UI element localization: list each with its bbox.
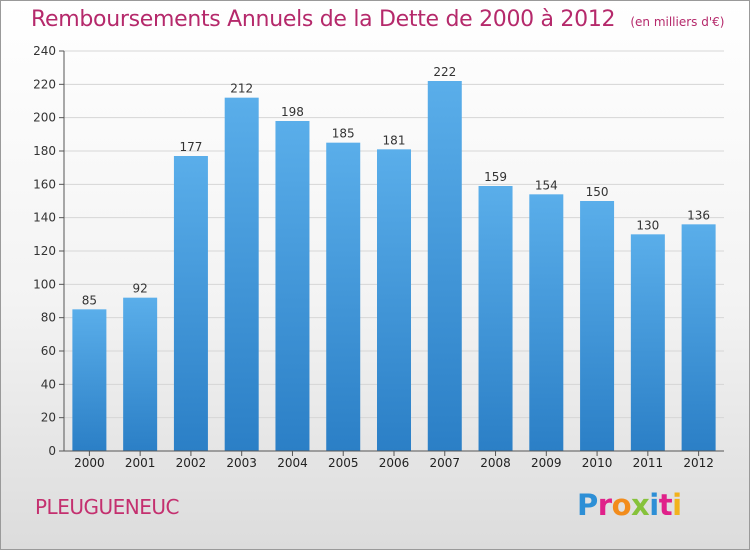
data-label-2006: 181: [383, 133, 406, 147]
x-tick-label-2003: 2003: [226, 456, 257, 470]
data-label-2000: 85: [82, 293, 97, 307]
y-tick-label: 80: [41, 311, 56, 325]
x-tick-label-2002: 2002: [176, 456, 207, 470]
x-tick-label-2005: 2005: [328, 456, 359, 470]
y-tick-label: 40: [41, 377, 56, 391]
y-tick-label: 160: [33, 177, 56, 191]
x-tick-label-2008: 2008: [480, 456, 511, 470]
chart-title: Remboursements Annuels de la Dette de 20…: [31, 7, 616, 32]
y-tick-label: 140: [33, 211, 56, 225]
x-tick-label-2004: 2004: [277, 456, 308, 470]
data-label-2002: 177: [179, 140, 202, 154]
bar-2007: [427, 81, 462, 451]
x-tick-label-2006: 2006: [379, 456, 410, 470]
y-tick-label: 120: [33, 244, 56, 258]
y-tick-label: 240: [33, 44, 56, 58]
y-tick-label: 100: [33, 277, 56, 291]
data-label-2008: 159: [484, 170, 507, 184]
data-label-2003: 212: [230, 82, 253, 96]
bar-2000: [72, 309, 107, 451]
bar-2005: [326, 142, 361, 451]
bar-2010: [580, 201, 615, 451]
y-tick-label: 200: [33, 111, 56, 125]
data-label-2012: 136: [687, 208, 710, 222]
x-tick-label-2012: 2012: [683, 456, 714, 470]
bar-2003: [224, 97, 259, 452]
bar-2008: [478, 186, 513, 451]
bar-2002: [173, 156, 208, 451]
data-label-2010: 150: [586, 185, 609, 199]
bar-2004: [275, 121, 310, 451]
y-tick-label: 20: [41, 411, 56, 425]
y-tick-label: 220: [33, 77, 56, 91]
bar-2001: [123, 297, 158, 451]
x-tick-label-2007: 2007: [429, 456, 460, 470]
x-tick-label-2001: 2001: [125, 456, 156, 470]
bar-2011: [630, 234, 665, 451]
bar-2006: [377, 149, 411, 452]
data-label-2007: 222: [433, 65, 456, 79]
title-row: Remboursements Annuels de la Dette de 20…: [31, 7, 724, 32]
y-tick-label: 180: [33, 144, 56, 158]
proxiti-logo: Proxiti: [577, 488, 682, 522]
data-label-2005: 185: [332, 127, 355, 141]
chart-unit-note: (en milliers d'€): [630, 15, 725, 29]
data-label-2001: 92: [133, 282, 148, 296]
commune-name: PLEUGUENEUC: [35, 495, 179, 519]
data-label-2011: 130: [636, 218, 659, 232]
data-label-2009: 154: [535, 178, 558, 192]
y-tick-label: 60: [41, 344, 56, 358]
bar-2012: [681, 224, 716, 451]
y-tick-label: 0: [48, 444, 56, 458]
x-tick-label-2010: 2010: [582, 456, 613, 470]
x-tick-label-2000: 2000: [74, 456, 105, 470]
x-tick-label-2009: 2009: [531, 456, 562, 470]
data-label-2004: 198: [281, 105, 304, 119]
bar-2009: [529, 194, 564, 452]
x-tick-label-2011: 2011: [633, 456, 664, 470]
